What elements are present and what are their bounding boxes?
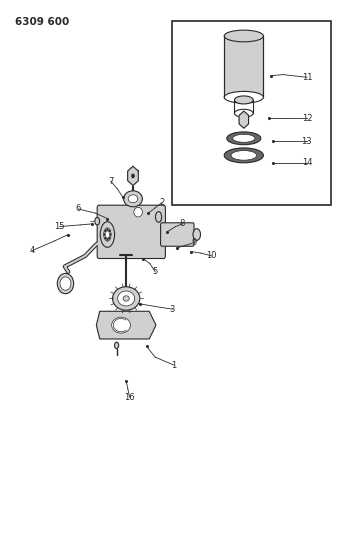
Polygon shape [128,166,138,185]
Ellipse shape [224,92,264,103]
Ellipse shape [155,212,162,222]
Text: 13: 13 [301,137,312,146]
Text: 6309 600: 6309 600 [15,17,70,27]
Ellipse shape [100,222,115,247]
Ellipse shape [113,287,140,310]
Polygon shape [96,311,156,339]
Ellipse shape [107,238,108,241]
Ellipse shape [104,228,111,241]
Bar [224,36,263,97]
Ellipse shape [105,230,106,232]
Text: 12: 12 [302,114,312,123]
Ellipse shape [60,277,71,290]
Ellipse shape [57,273,74,294]
Ellipse shape [108,230,110,232]
Bar [172,21,331,205]
Text: 3: 3 [169,305,175,313]
Text: 1: 1 [171,361,177,369]
Ellipse shape [132,174,134,178]
Ellipse shape [123,296,129,301]
Ellipse shape [112,317,130,333]
Ellipse shape [235,96,253,104]
Ellipse shape [227,132,261,144]
Ellipse shape [128,195,138,203]
Text: 2: 2 [159,198,165,207]
Text: 11: 11 [302,73,312,82]
Polygon shape [239,111,249,128]
Ellipse shape [235,109,253,117]
FancyBboxPatch shape [161,223,194,246]
Text: 6: 6 [76,205,81,213]
Ellipse shape [104,233,106,236]
Ellipse shape [118,291,135,306]
Ellipse shape [124,191,143,207]
Ellipse shape [109,233,111,236]
Ellipse shape [224,30,264,42]
Ellipse shape [107,229,108,231]
Text: 4: 4 [30,246,35,255]
Ellipse shape [108,237,110,239]
Text: 9: 9 [192,238,197,247]
Text: 8: 8 [180,220,185,228]
Text: 15: 15 [55,222,65,231]
Ellipse shape [115,342,119,349]
Ellipse shape [224,148,264,163]
Ellipse shape [231,150,257,160]
Ellipse shape [105,237,106,239]
Ellipse shape [134,207,143,217]
FancyBboxPatch shape [97,205,165,259]
Ellipse shape [233,134,255,142]
Ellipse shape [193,229,201,240]
Text: 5: 5 [152,268,158,276]
Ellipse shape [95,217,100,225]
Text: 10: 10 [206,252,217,260]
Text: 14: 14 [302,158,312,167]
Text: 16: 16 [124,393,135,401]
Text: 7: 7 [108,177,114,185]
